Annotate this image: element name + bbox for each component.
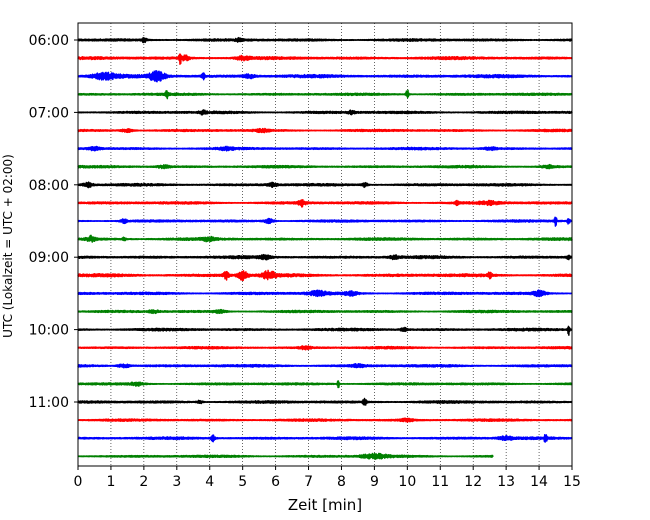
x-tick-label: 5 xyxy=(238,474,247,490)
x-tick-label: 0 xyxy=(74,474,83,490)
trace-line xyxy=(77,181,573,189)
y-tick-label: 08:00 xyxy=(29,178,69,194)
y-axis-ticks: 06:00 07:00 08:00 09:00 10:00 11:00 xyxy=(29,33,78,411)
x-tick-label: 11 xyxy=(431,474,449,490)
trace-line xyxy=(77,397,573,406)
trace-line xyxy=(77,434,573,443)
trace-line xyxy=(77,36,573,44)
trace-line xyxy=(77,109,573,116)
trace-line xyxy=(77,198,573,208)
trace-line xyxy=(77,417,573,423)
trace-line xyxy=(77,127,573,134)
trace-line xyxy=(77,452,494,461)
trace-line xyxy=(77,253,573,261)
x-tick-label: 1 xyxy=(106,474,115,490)
x-tick-label: 14 xyxy=(530,474,548,490)
y-tick-label: 11:00 xyxy=(29,395,69,411)
trace-line xyxy=(77,216,573,227)
x-axis-label: Zeit [min] xyxy=(288,496,362,514)
x-tick-label: 8 xyxy=(337,474,346,490)
trace-line xyxy=(77,234,573,243)
trace-line xyxy=(77,163,573,170)
x-tick-label: 13 xyxy=(497,474,515,490)
trace-line xyxy=(77,325,573,336)
trace-line xyxy=(77,345,573,351)
trace-line xyxy=(77,380,573,389)
plot-frame xyxy=(77,22,573,467)
trace-line xyxy=(77,89,573,100)
x-tick-label: 3 xyxy=(172,474,181,490)
x-tick-label: 6 xyxy=(271,474,280,490)
x-tick-label: 2 xyxy=(139,474,148,490)
x-tick-label: 15 xyxy=(563,474,581,490)
trace-line xyxy=(77,289,573,298)
trace-line xyxy=(77,53,573,66)
x-tick-label: 12 xyxy=(464,474,482,490)
y-tick-label: 10:00 xyxy=(29,323,69,339)
y-axis-label: UTC (Lokalzeit = UTC + 02:00) xyxy=(1,154,15,338)
y-tick-label: 09:00 xyxy=(29,250,69,266)
x-axis-ticks: 0 1 2 3 4 5 6 7 8 9 10 11 12 13 14 15 xyxy=(74,466,581,490)
minute-grid xyxy=(110,23,540,466)
y-tick-label: 06:00 xyxy=(29,33,69,49)
trace-line xyxy=(77,70,573,83)
trace-line xyxy=(77,363,573,369)
x-tick-label: 9 xyxy=(370,474,379,490)
y-tick-label: 07:00 xyxy=(29,105,69,121)
x-tick-label: 7 xyxy=(304,474,313,490)
x-tick-label: 10 xyxy=(398,474,416,490)
x-tick-label: 4 xyxy=(205,474,214,490)
trace-line xyxy=(77,269,573,282)
trace-line xyxy=(77,145,573,152)
trace-line xyxy=(77,308,573,315)
seismic-traces xyxy=(77,36,573,461)
